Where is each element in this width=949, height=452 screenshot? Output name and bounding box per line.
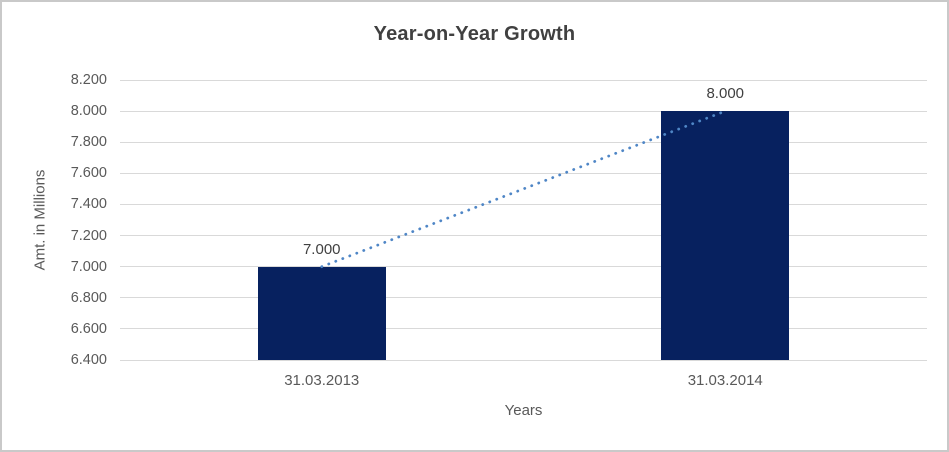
gridline: [120, 203, 927, 205]
gridline: [120, 235, 927, 237]
bar-31.03.2013: [257, 266, 386, 360]
y-tick-label: 6.600: [70, 320, 107, 337]
plot-area: 7.000 8.000: [120, 79, 927, 361]
y-tick-label: 6.400: [70, 352, 107, 368]
gridline: [120, 172, 927, 174]
bar-31.03.2014: [661, 111, 790, 360]
y-tick-label: 8.200: [70, 72, 107, 88]
chart-title: Year-on-Year Growth: [373, 23, 576, 45]
gridline: [120, 110, 927, 112]
y-tick-label: 7.400: [70, 196, 107, 213]
trendline: [320, 109, 727, 269]
y-tick-label: 7.200: [70, 227, 107, 244]
y-tick-label: 7.600: [70, 165, 107, 182]
y-tick-label: 7.000: [70, 258, 107, 275]
y-tick-label: 8.000: [70, 103, 107, 120]
bar-data-label: 7.000: [302, 240, 341, 258]
gridline: [120, 141, 927, 143]
gridline: [120, 297, 927, 299]
y-tick-label: 7.800: [70, 134, 107, 151]
y-tick-label: 6.800: [70, 289, 107, 306]
x-category-label: 31.03.2013: [284, 372, 360, 389]
gridline: [120, 79, 927, 81]
gridline: [120, 359, 927, 361]
gridline: [120, 266, 927, 268]
x-axis-title: Years: [504, 402, 543, 419]
gridline: [120, 328, 927, 330]
y-axis-title: Amt. in Millions: [31, 169, 49, 271]
x-category-label: 31.03.2014: [687, 372, 763, 389]
bar-data-label: 8.000: [706, 85, 745, 103]
